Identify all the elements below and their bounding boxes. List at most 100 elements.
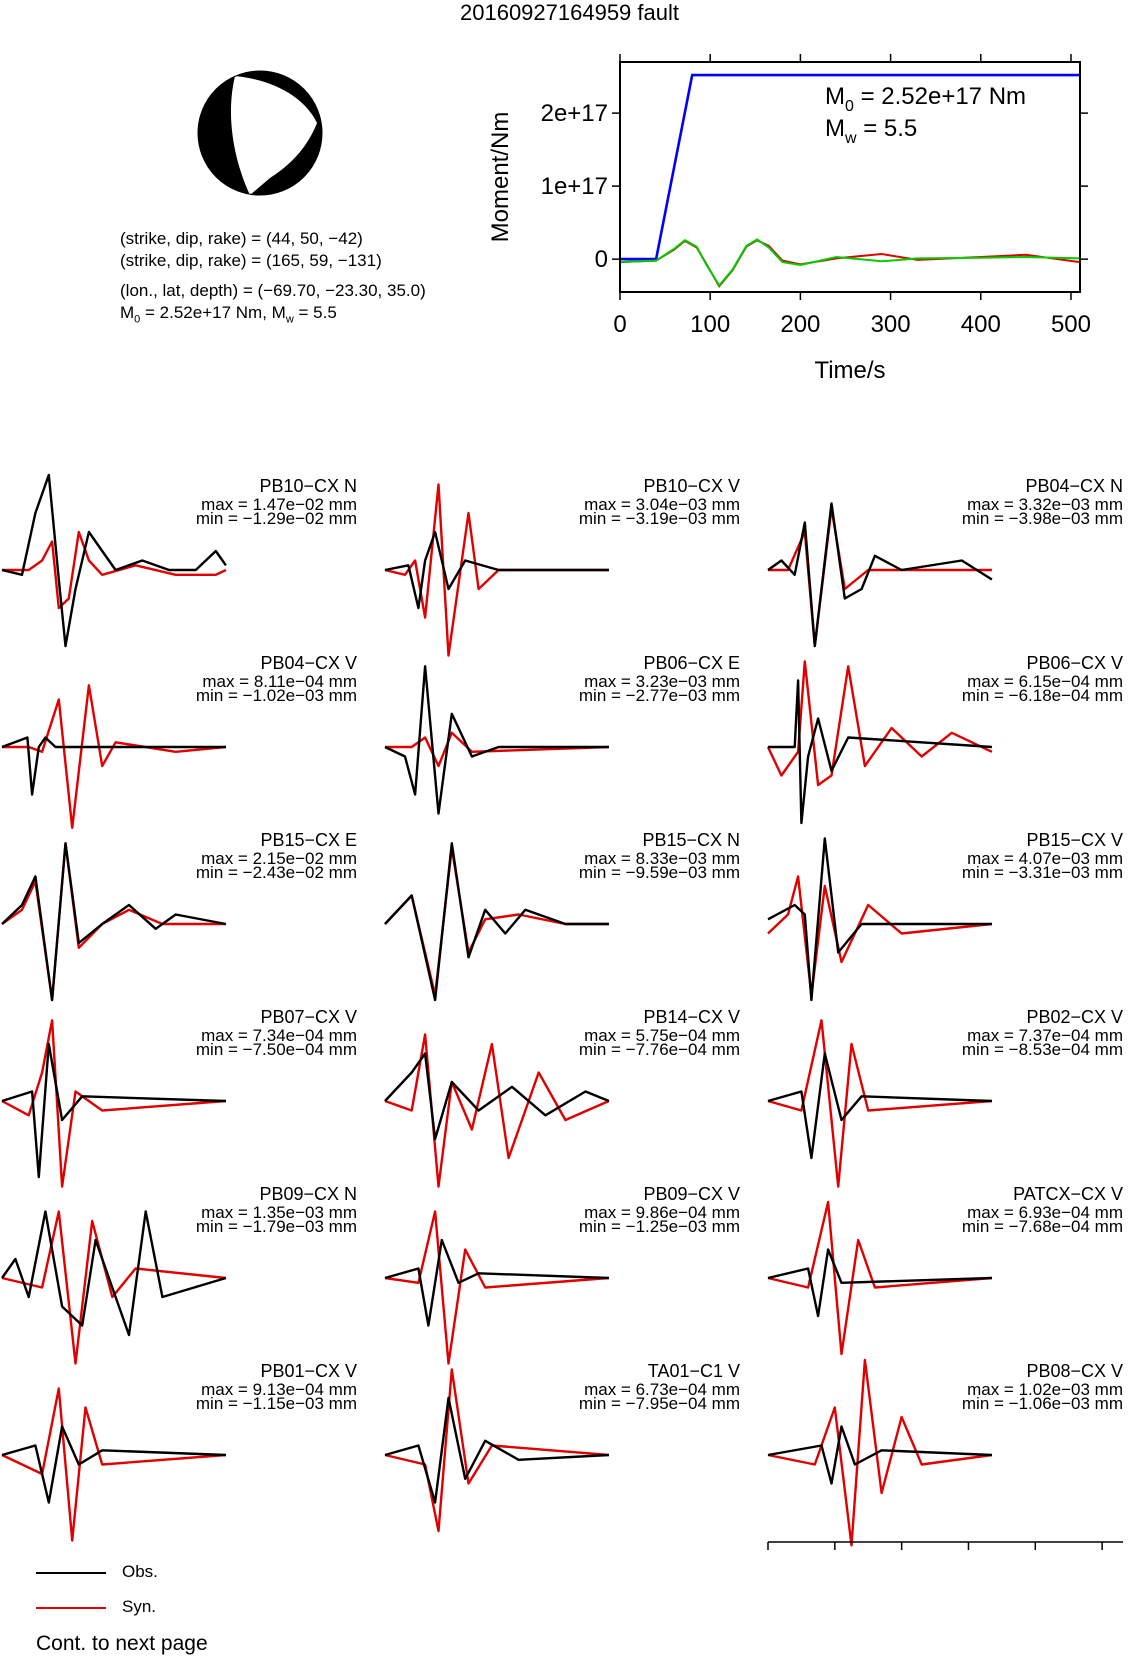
station-max: max = 1.02e−03 mm [967,1380,1123,1399]
obs-trace [384,530,609,610]
station-label: PB06−CX E [643,653,740,673]
station-min: min = −9.59e−03 mm [579,863,740,882]
syn-trace [2,530,227,610]
stf-m0-annotation: M0 = 2.52e+17 Nm [825,83,1026,115]
source-time-function-chart: 0 100 200 300 400 500 0 1e+17 2e+17 Time/s Moment/… [490,54,1091,384]
station-min: min = −2.43e−02 mm [196,863,357,882]
station-min: min = −1.06e−03 mm [962,1394,1123,1413]
syn-trace [1,842,226,1002]
stf-ylabel: Moment/Nm [490,112,514,243]
station-label: PB14−CX V [643,1007,740,1027]
station-label: PB15−CX V [1026,830,1123,850]
beachball-icon [197,70,323,196]
syn-trace [768,507,992,648]
station-max: max = 3.04e−03 mm [584,495,740,514]
nodal-plane-1: (strike, dip, rake) = (44, 50, −42) [120,229,363,248]
station-min: min = −1.79e−03 mm [196,1217,357,1236]
station-label: PB10−CX N [259,476,357,496]
station-label: PATCX−CX V [1013,1184,1123,1204]
station-label: PB04−CX V [260,653,357,673]
syn-trace [1,1019,226,1188]
station-label: PB09−CX V [643,1184,740,1204]
station-label: PB15−CX E [260,830,357,850]
station-label: PB08−CX V [1026,1361,1123,1381]
syn-trace [2,684,227,829]
station-min: min = −8.53e−04 mm [962,1040,1123,1059]
obs-trace [384,1238,609,1327]
syn-trace [384,1210,609,1365]
station-max: max = 5.75e−04 mm [584,1026,740,1045]
station-label: PB10−CX V [643,476,740,496]
station-min: min = −3.31e−03 mm [962,863,1123,882]
station-max: max = 3.32e−03 mm [967,495,1123,514]
station-max: max = 6.73e−04 mm [584,1380,740,1399]
continue-note: Cont. to next page [36,1632,208,1655]
obs-trace [1,842,227,1002]
station-min: min = −1.02e−03 mm [196,686,357,705]
station-max: max = 1.35e−03 mm [201,1203,357,1222]
station-max: max = 7.34e−04 mm [201,1026,357,1045]
obs-trace [767,1425,992,1485]
station-label: PB09−CX N [259,1184,357,1204]
station-max: max = 7.37e−04 mm [967,1026,1123,1045]
obs-trace [767,1052,992,1160]
obs-trace [1,1042,226,1179]
station-max: max = 3.23e−03 mm [584,672,740,691]
station-max: max = 6.93e−04 mm [967,1203,1123,1222]
obs-trace [384,1396,609,1504]
obs-trace [767,837,992,1002]
stf-mw-annotation: Mw = 5.5 [825,115,917,147]
station-min: min = −7.68e−04 mm [962,1217,1123,1236]
syn-trace [767,1019,992,1188]
nodal-plane-2: (strike, dip, rake) = (165, 59, −131) [120,251,382,270]
stf-xlabel: Time/s [814,357,885,384]
station-label: TA01−C1 V [648,1361,740,1381]
obs-trace [768,679,992,825]
station-label: PB01−CX V [260,1361,357,1381]
station-max: max = 9.13e−04 mm [201,1380,357,1399]
stf-frame [619,61,1081,293]
syn-trace [385,731,609,768]
stf-ytick-label: 2e+17 [541,100,608,127]
station-label: PB15−CX N [642,830,740,850]
obs-trace [384,1052,610,1141]
station-min: min = −7.50e−04 mm [196,1040,357,1059]
station-max: max = 9.86e−04 mm [584,1203,740,1222]
location: (lon., lat, depth) = (−69.70, −23.30, 35… [120,281,426,300]
obs-trace [384,665,609,815]
station-max: max = 4.07e−03 mm [967,849,1123,868]
station-label: PB07−CX V [260,1007,357,1027]
station-min: min = −1.15e−03 mm [196,1394,357,1413]
station-min: min = −7.95e−04 mm [579,1394,740,1413]
mechanism-info: (strike, dip, rake) = (44, 50, −42) (str… [120,228,426,330]
station-label: PB02−CX V [1026,1007,1123,1027]
syn-trace [767,1200,992,1356]
stf-xtick-label: 400 [961,311,1001,338]
obs-trace [384,842,609,1002]
obs-trace [1,1425,226,1504]
stf-series-1 [619,239,1081,288]
legend-syn: Syn. [36,1597,156,1617]
obs-trace [1,473,227,648]
syn-trace [1,1210,227,1365]
station-label: PB06−CX V [1026,653,1123,673]
station-min: min = −6.18e−04 mm [962,686,1123,705]
station-max: max = 1.47e−02 mm [201,495,357,514]
obs-trace [767,502,993,648]
stf-series-2 [619,238,1081,288]
syn-trace [384,1033,610,1188]
stf-xtick-label: 200 [780,311,820,338]
legend-obs: Obs. [36,1562,158,1582]
